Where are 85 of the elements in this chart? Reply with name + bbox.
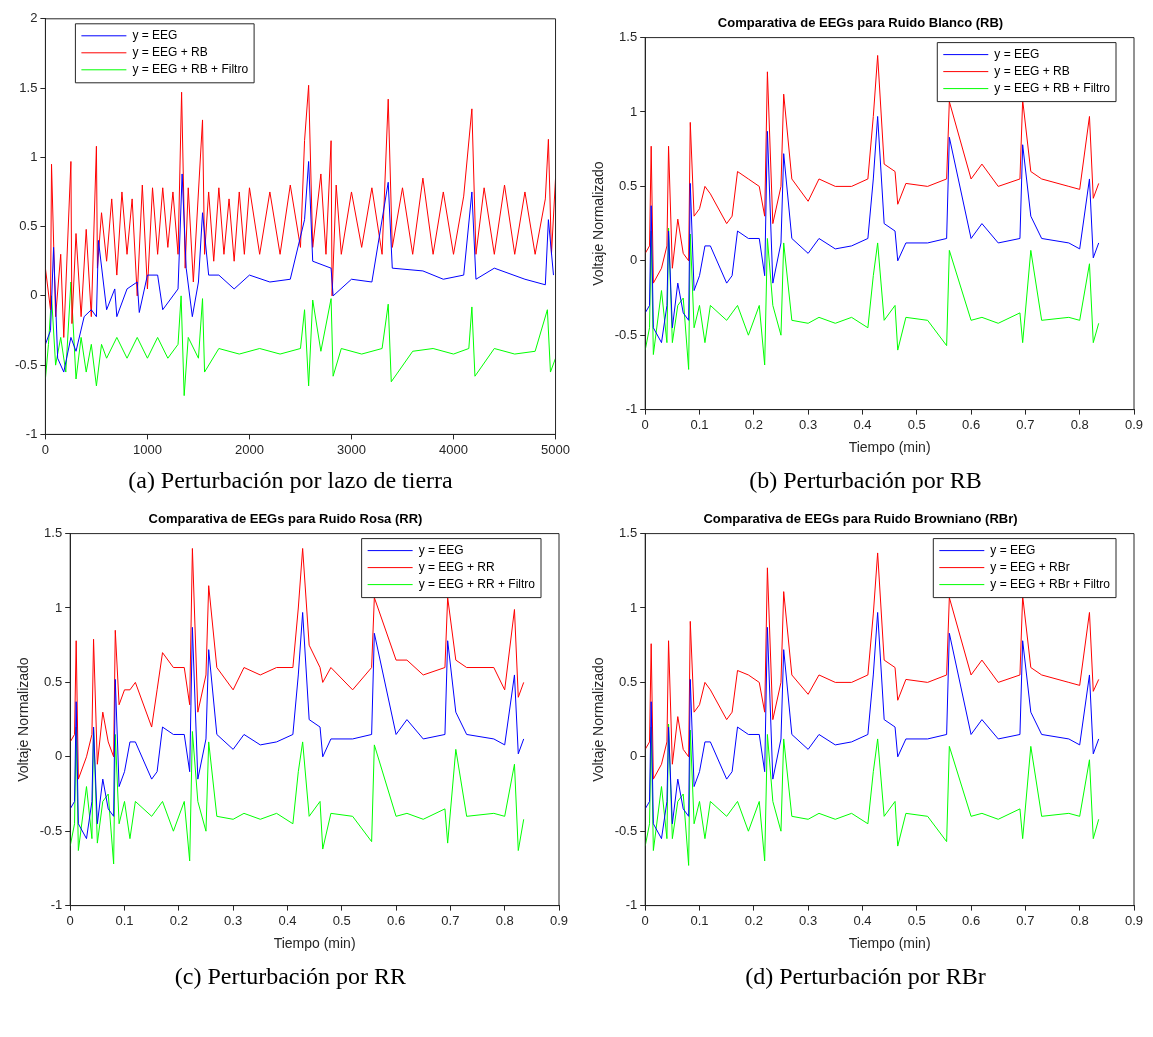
- legend-label: y = EEG + RR: [418, 559, 495, 574]
- text: (d) Perturbación por RBr: [745, 963, 986, 990]
- y-tick-label: 1.5: [619, 525, 638, 541]
- x-tick-label: 0.7: [1016, 416, 1035, 432]
- legend-label: y = EEG + RBr + Filtro: [990, 576, 1111, 591]
- y-tick-label: 0: [629, 252, 638, 268]
- x-tick-label: 3000: [337, 441, 366, 457]
- legend-label: y = EEG: [990, 542, 1036, 557]
- y-tick-label: -1: [25, 425, 38, 441]
- chart-title: Comparativa de EEGs para Ruido Browniano (RBr): [703, 511, 1018, 527]
- x-tick-label: 0.4: [853, 912, 872, 928]
- y-tick-label: -0.5: [39, 822, 63, 838]
- legend-label: y = EEG + RB + Filtro: [132, 62, 249, 77]
- x-tick-label: 0: [641, 912, 649, 928]
- x-tick-label: 0.2: [744, 912, 763, 928]
- x-tick-label: 0.1: [690, 912, 709, 928]
- x-axis-title: Tiempo (min): [273, 935, 356, 952]
- x-tick-label: 0.6: [962, 912, 981, 928]
- y-tick-label: 1: [629, 599, 638, 615]
- x-tick-label: 0.7: [1016, 912, 1035, 928]
- x-tick-label: 5000: [541, 441, 570, 457]
- legend-label: y = EEG + RB: [132, 45, 208, 60]
- x-tick-label: 0.3: [799, 912, 818, 928]
- x-tick-label: 0.8: [1070, 416, 1089, 432]
- y-axis-title: Voltaje Normalizado: [15, 657, 32, 782]
- x-tick-label: 1000: [132, 441, 162, 457]
- x-tick-label: 0.2: [744, 416, 763, 432]
- x-tick-label: 0.4: [278, 912, 297, 928]
- x-tick-label: 0.7: [441, 912, 460, 928]
- x-tick-label: 0.8: [1070, 912, 1089, 928]
- x-tick-label: 0.3: [799, 416, 818, 432]
- y-axis-title: Voltaje Normalizado: [590, 657, 607, 782]
- legend-label: y = EEG + RB: [994, 63, 1070, 78]
- x-tick-label: 2000: [235, 441, 264, 457]
- y-tick-label: 1: [30, 148, 38, 164]
- x-tick-label: 0.2: [169, 912, 188, 928]
- y-tick-label: 1: [54, 599, 63, 615]
- y-tick-label: 1.5: [19, 79, 38, 95]
- x-tick-label: 0.6: [387, 912, 406, 928]
- y-tick-label: -1: [625, 897, 638, 913]
- y-tick-label: 0: [629, 748, 638, 764]
- x-tick-label: 0.6: [962, 416, 981, 432]
- legend-label: y = EEG + RB + Filtro: [994, 80, 1111, 95]
- x-tick-label: 0.3: [224, 912, 243, 928]
- x-tick-label: 0.5: [907, 912, 926, 928]
- y-tick-label: 1.5: [44, 525, 63, 541]
- legend-label: y = EEG + RR + Filtro: [418, 576, 536, 591]
- y-tick-label: 0.5: [619, 177, 638, 193]
- x-tick-label: 0.8: [495, 912, 514, 928]
- y-tick-label: 2: [30, 10, 38, 26]
- y-tick-label: 1: [629, 103, 638, 119]
- y-tick-label: -1: [50, 897, 63, 913]
- x-axis-title: Tiempo (min): [848, 439, 931, 456]
- y-tick-label: 0.5: [619, 673, 638, 689]
- legend-label: y = EEG: [132, 28, 178, 43]
- y-tick-label: -0.5: [614, 822, 638, 838]
- x-tick-label: 0.9: [1124, 912, 1144, 928]
- chart-title: Comparativa de EEGs para Ruido Rosa (RR): [148, 511, 423, 527]
- x-tick-label: 0: [641, 416, 649, 432]
- y-tick-label: -0.5: [14, 356, 38, 372]
- y-axis-title: Voltaje Normalizado: [590, 161, 607, 286]
- y-tick-label: 0.5: [19, 218, 38, 234]
- x-tick-label: 0.5: [907, 416, 926, 432]
- y-tick-label: 0.5: [44, 673, 63, 689]
- x-tick-label: 0.1: [115, 912, 134, 928]
- x-tick-label: 0.4: [853, 416, 872, 432]
- x-tick-label: 4000: [439, 441, 468, 457]
- chart-title: Comparativa de EEGs para Ruido Blanco (RB): [717, 15, 1004, 31]
- x-tick-label: 0: [66, 912, 74, 928]
- y-tick-label: -1: [625, 401, 638, 417]
- text: (a) Perturbación por lazo de tierra: [128, 467, 453, 494]
- y-tick-label: 0: [54, 748, 63, 764]
- text: (c) Perturbación por RR: [174, 963, 407, 990]
- x-axis-title: Tiempo (min): [848, 935, 931, 952]
- legend-label: y = EEG: [418, 542, 464, 557]
- legend-label: y = EEG: [994, 46, 1040, 61]
- y-tick-label: 0: [30, 287, 38, 303]
- legend-label: y = EEG + RBr: [990, 559, 1070, 574]
- text: (b) Perturbación por RB: [749, 467, 982, 494]
- x-tick-label: 0.9: [549, 912, 569, 928]
- x-tick-label: 0.5: [332, 912, 351, 928]
- x-tick-label: 0.1: [690, 416, 709, 432]
- y-tick-label: -0.5: [614, 326, 638, 342]
- x-tick-label: 0.9: [1124, 416, 1144, 432]
- y-tick-label: 1.5: [619, 29, 638, 45]
